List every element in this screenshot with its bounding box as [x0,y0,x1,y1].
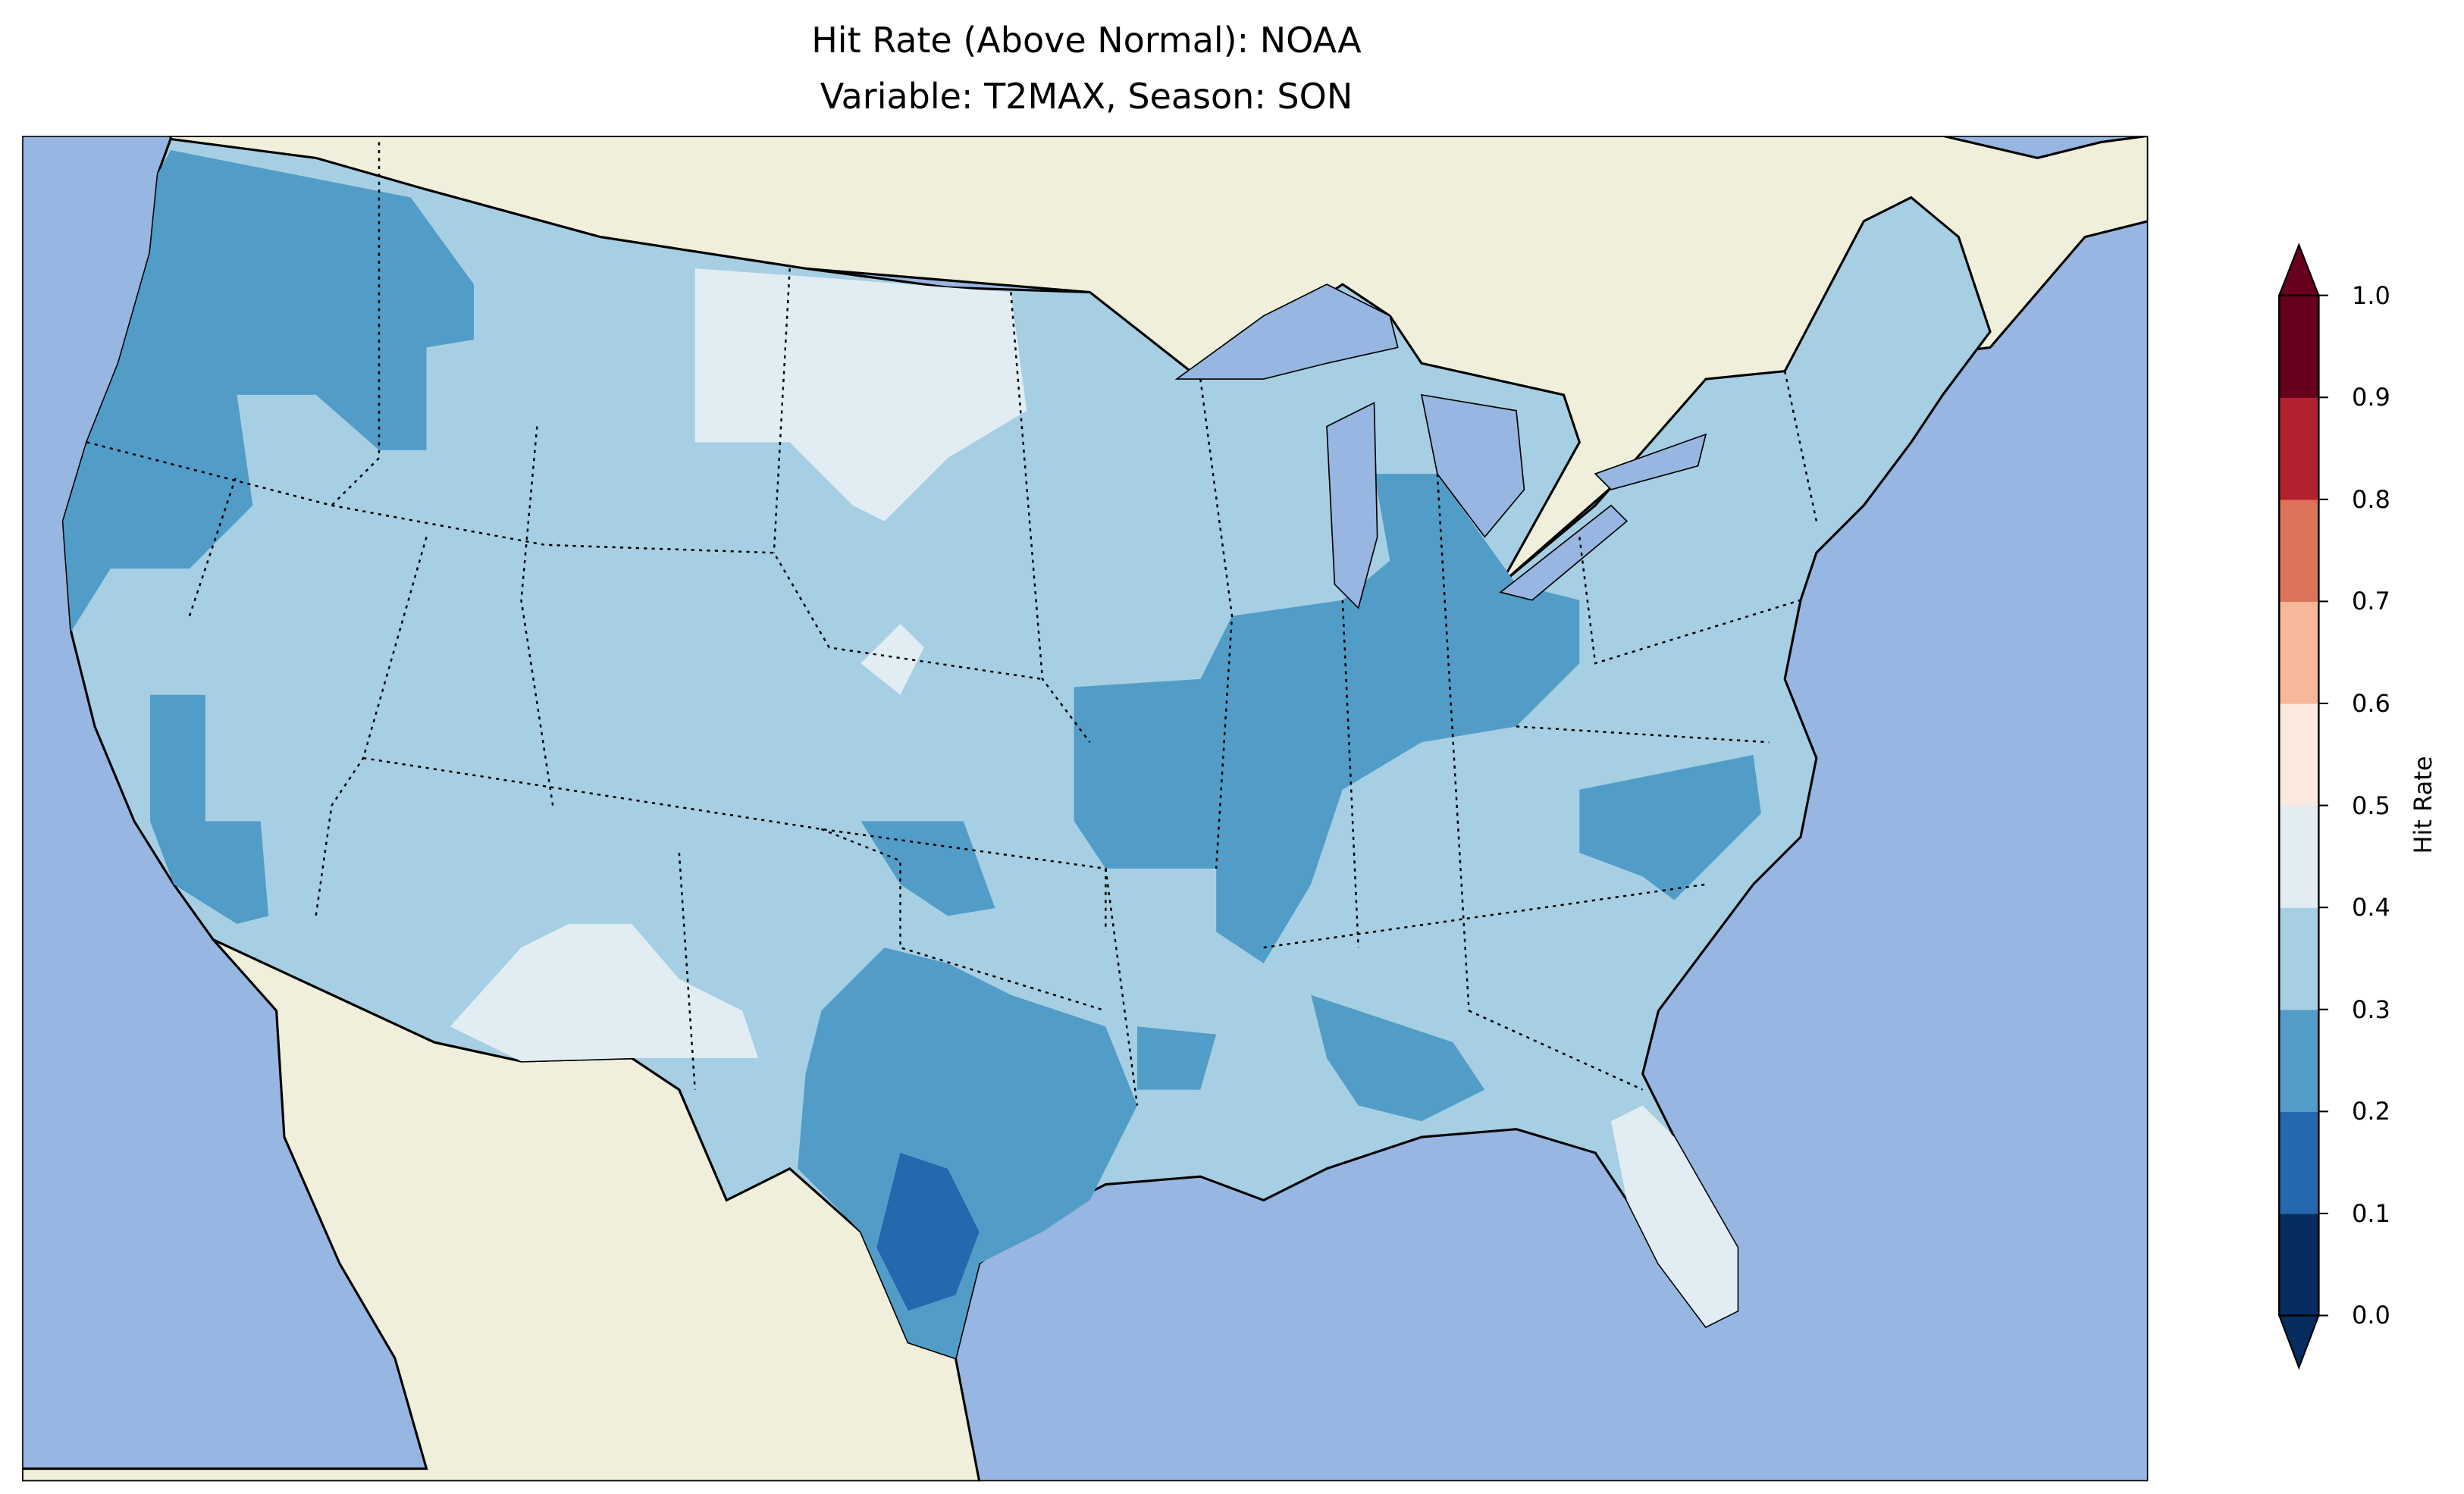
patch-louisiana [1137,1026,1217,1090]
lake-ontario [1594,433,1707,490]
patch-carolina [1579,754,1761,900]
lake-erie [1499,504,1629,601]
colorbar-bin [2279,805,2319,908]
patch-midwest [1074,474,1580,963]
colorbar-bin [2279,295,2319,398]
colorbar-tick-label: 0.2 [2352,1097,2390,1126]
colorbar-tick-label: 0.4 [2352,893,2390,922]
patch-florida [1611,1105,1738,1327]
colorbar-tick-label: 1.0 [2352,280,2390,310]
patch-oklahoma [861,821,995,916]
colorbar-tick-label: 0.8 [2352,484,2390,514]
colorbar-tick-label: 0.0 [2352,1301,2390,1330]
colorbar [2277,243,2328,1370]
colorbar-tick-label: 0.1 [2352,1198,2390,1228]
colorbar-tick-label: 0.3 [2352,994,2390,1024]
colorbar-bin [2279,703,2319,807]
colorbar-bin [2279,907,2319,1010]
patch-pacific-nw [63,150,475,632]
patch-texas-dark [876,1152,980,1311]
colorbar-extend-min [2277,1314,2320,1370]
colorbar-label: Hit Rate [2409,756,2437,854]
colorbar-tick-label: 0.7 [2352,587,2390,616]
lake-michigan [1326,402,1378,609]
chart-title-line1: Hit Rate (Above Normal): NOAA [811,20,1362,61]
patch-alabama [1311,994,1485,1122]
patch-southwest [450,923,758,1062]
patch-dakotas [694,268,1027,521]
colorbar-tick-label: 0.9 [2352,383,2390,412]
colorbar-bin [2279,1009,2319,1112]
colorbar-bin [2279,601,2319,704]
colorbar-tick-label: 0.6 [2352,688,2390,718]
lake-huron [1420,393,1525,538]
lake-superior [1174,283,1399,380]
patch-california [149,694,269,924]
colorbar-bin [2279,499,2319,603]
patch-kansas [861,624,924,695]
colorbar-tick-label: 0.5 [2352,791,2390,820]
colorbar-bin [2279,397,2319,500]
colorbar-bin [2279,1213,2319,1317]
colorbar-extend-max [2277,243,2320,296]
colorbar-bin [2279,1111,2319,1214]
chart-title-line2: Variable: T2MAX, Season: SON [820,76,1353,117]
